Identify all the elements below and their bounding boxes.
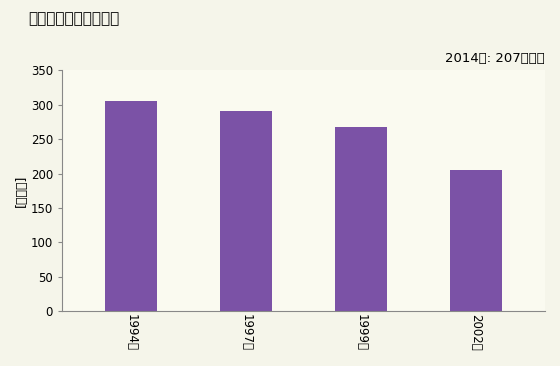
Text: 2014年: 207事業所: 2014年: 207事業所 (445, 52, 545, 66)
Bar (450, 170, 502, 311)
Bar (220, 111, 272, 311)
Text: 商業の事業所数の推移: 商業の事業所数の推移 (28, 11, 119, 26)
Y-axis label: [事業所]: [事業所] (15, 175, 28, 207)
Bar (335, 127, 387, 311)
Bar (105, 101, 157, 311)
